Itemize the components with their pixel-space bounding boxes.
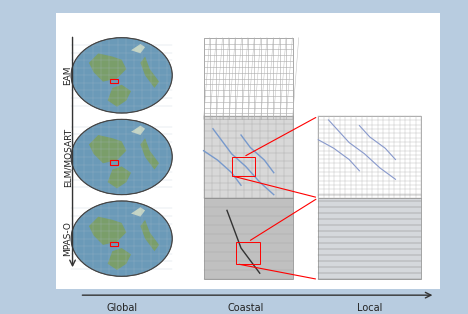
Bar <box>318 198 421 279</box>
Bar <box>204 198 292 279</box>
Bar <box>110 78 118 83</box>
Polygon shape <box>131 207 145 217</box>
Bar <box>232 157 255 176</box>
Text: Global: Global <box>106 303 137 313</box>
Polygon shape <box>89 217 126 245</box>
Polygon shape <box>89 135 126 163</box>
Polygon shape <box>131 44 145 53</box>
Bar <box>61 16 440 283</box>
Polygon shape <box>89 53 126 82</box>
Ellipse shape <box>71 119 172 195</box>
Text: Local: Local <box>357 303 382 313</box>
Polygon shape <box>140 220 159 251</box>
Polygon shape <box>108 166 131 188</box>
Polygon shape <box>140 57 159 88</box>
Ellipse shape <box>71 38 172 113</box>
Bar <box>236 242 260 264</box>
Text: Coastal: Coastal <box>227 303 264 313</box>
Bar <box>56 13 440 289</box>
Text: MPAS-O: MPAS-O <box>63 221 73 256</box>
Polygon shape <box>131 126 145 135</box>
Bar <box>318 116 421 198</box>
Text: ELM/MOSART: ELM/MOSART <box>63 127 73 187</box>
Ellipse shape <box>71 201 172 276</box>
Bar <box>204 116 292 198</box>
Bar <box>110 160 118 165</box>
Bar <box>204 38 292 119</box>
Polygon shape <box>108 248 131 270</box>
Polygon shape <box>140 138 159 170</box>
Text: EAM: EAM <box>63 66 73 85</box>
Bar <box>110 242 118 246</box>
Polygon shape <box>108 85 131 107</box>
